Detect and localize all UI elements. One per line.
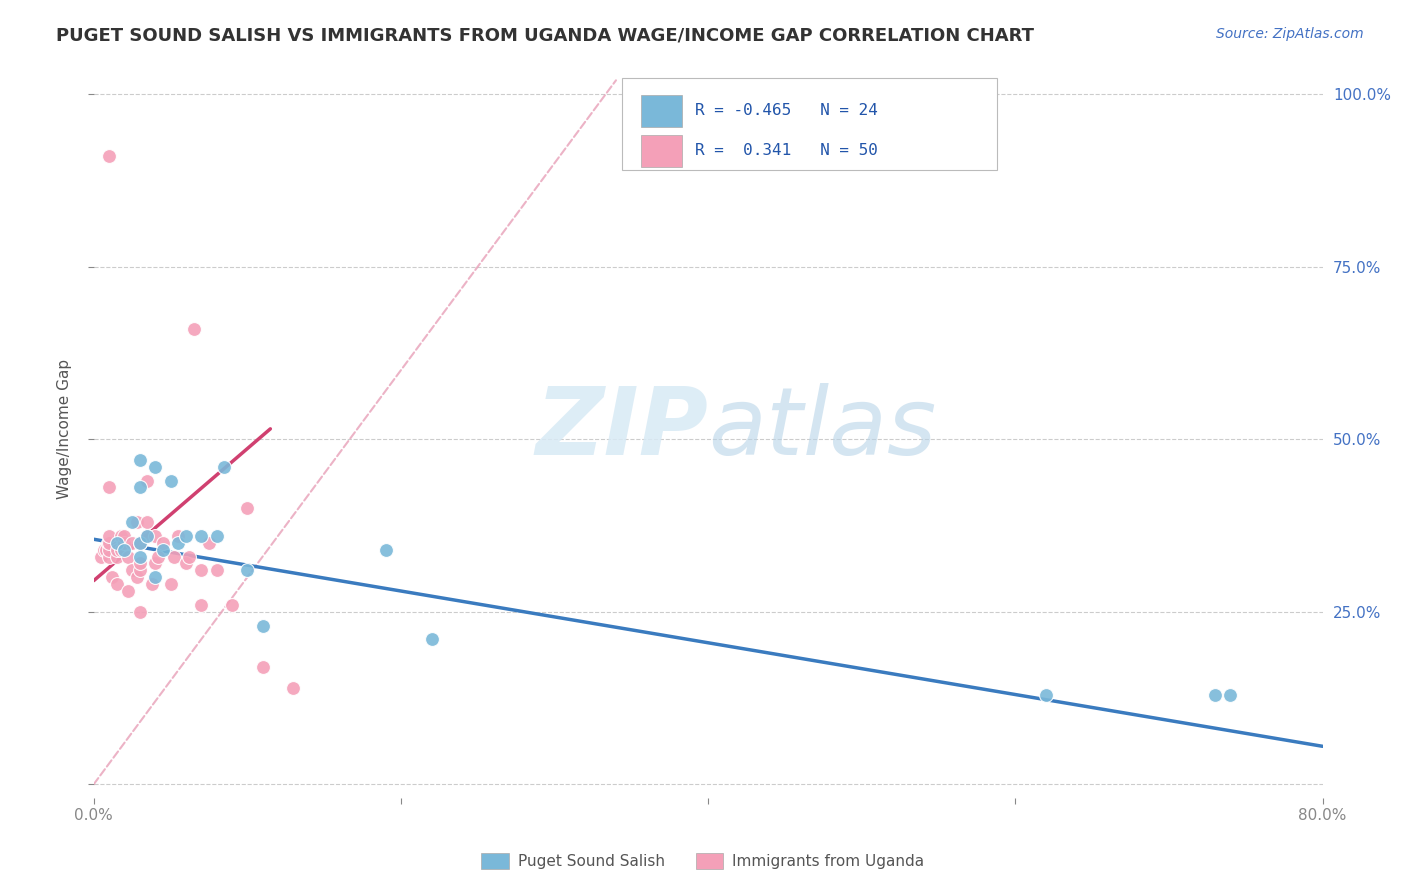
Point (190, 563, 212, 577)
Point (143, 459, 166, 474)
Point (125, 570, 148, 584)
Text: R =  0.341   N = 50: R = 0.341 N = 50 (695, 143, 877, 158)
Point (143, 529, 166, 543)
Point (112, 542, 135, 557)
Text: PUGET SOUND SALISH VS IMMIGRANTS FROM UGANDA WAGE/INCOME GAP CORRELATION CHART: PUGET SOUND SALISH VS IMMIGRANTS FROM UG… (56, 27, 1035, 45)
Point (125, 515, 148, 529)
Point (143, 557, 166, 571)
Point (252, 660, 274, 674)
Point (110, 529, 132, 543)
Text: ZIP: ZIP (536, 383, 709, 475)
Point (374, 542, 396, 557)
Point (177, 549, 200, 564)
Point (252, 618, 274, 632)
Point (148, 549, 170, 564)
Point (121, 563, 143, 577)
Point (136, 529, 159, 543)
Point (205, 529, 228, 543)
Point (143, 570, 166, 584)
FancyBboxPatch shape (641, 135, 682, 167)
Point (221, 598, 243, 612)
Text: atlas: atlas (709, 384, 936, 475)
Point (112, 529, 135, 543)
Point (121, 535, 143, 549)
Point (136, 474, 159, 488)
Point (90, 549, 112, 564)
Y-axis label: Wage/Income Gap: Wage/Income Gap (58, 359, 72, 499)
Point (190, 529, 212, 543)
Legend: Puget Sound Salish, Immigrants from Uganda: Puget Sound Salish, Immigrants from Ugan… (475, 847, 931, 875)
Point (105, 535, 128, 549)
Point (117, 584, 139, 599)
Point (105, 549, 128, 564)
Point (128, 453, 150, 467)
Point (183, 322, 205, 336)
Point (174, 557, 197, 571)
Point (152, 535, 174, 549)
Point (141, 577, 163, 591)
Point (93, 542, 115, 557)
Point (128, 557, 150, 571)
Point (101, 570, 124, 584)
Text: Source: ZipAtlas.com: Source: ZipAtlas.com (1216, 27, 1364, 41)
Point (98, 529, 121, 543)
Point (205, 563, 228, 577)
Point (167, 535, 190, 549)
Point (110, 542, 132, 557)
Point (136, 529, 159, 543)
Point (117, 549, 139, 564)
Point (128, 605, 150, 619)
Point (162, 549, 184, 564)
Point (121, 515, 143, 529)
Point (128, 535, 150, 549)
Point (1219, 688, 1241, 702)
Point (1035, 688, 1057, 702)
Point (112, 535, 135, 549)
Point (128, 481, 150, 495)
Point (174, 529, 197, 543)
Point (236, 563, 259, 577)
Point (167, 529, 190, 543)
FancyBboxPatch shape (621, 78, 997, 170)
Point (283, 681, 305, 695)
Point (159, 474, 181, 488)
Point (190, 598, 212, 612)
FancyBboxPatch shape (641, 95, 682, 128)
Point (420, 632, 443, 647)
Point (128, 563, 150, 577)
Point (94, 542, 117, 557)
Point (105, 542, 128, 557)
Point (98, 549, 121, 564)
Point (98, 535, 121, 549)
Point (98, 542, 121, 557)
Point (198, 535, 221, 549)
Point (214, 459, 236, 474)
Point (128, 549, 150, 564)
Point (136, 515, 159, 529)
Point (105, 577, 128, 591)
Point (96, 535, 118, 549)
Point (159, 577, 181, 591)
Point (98, 481, 121, 495)
Point (98, 149, 121, 163)
Text: R = -0.465   N = 24: R = -0.465 N = 24 (695, 103, 877, 118)
Point (1204, 688, 1226, 702)
Point (152, 542, 174, 557)
Point (236, 501, 259, 516)
Point (128, 535, 150, 549)
